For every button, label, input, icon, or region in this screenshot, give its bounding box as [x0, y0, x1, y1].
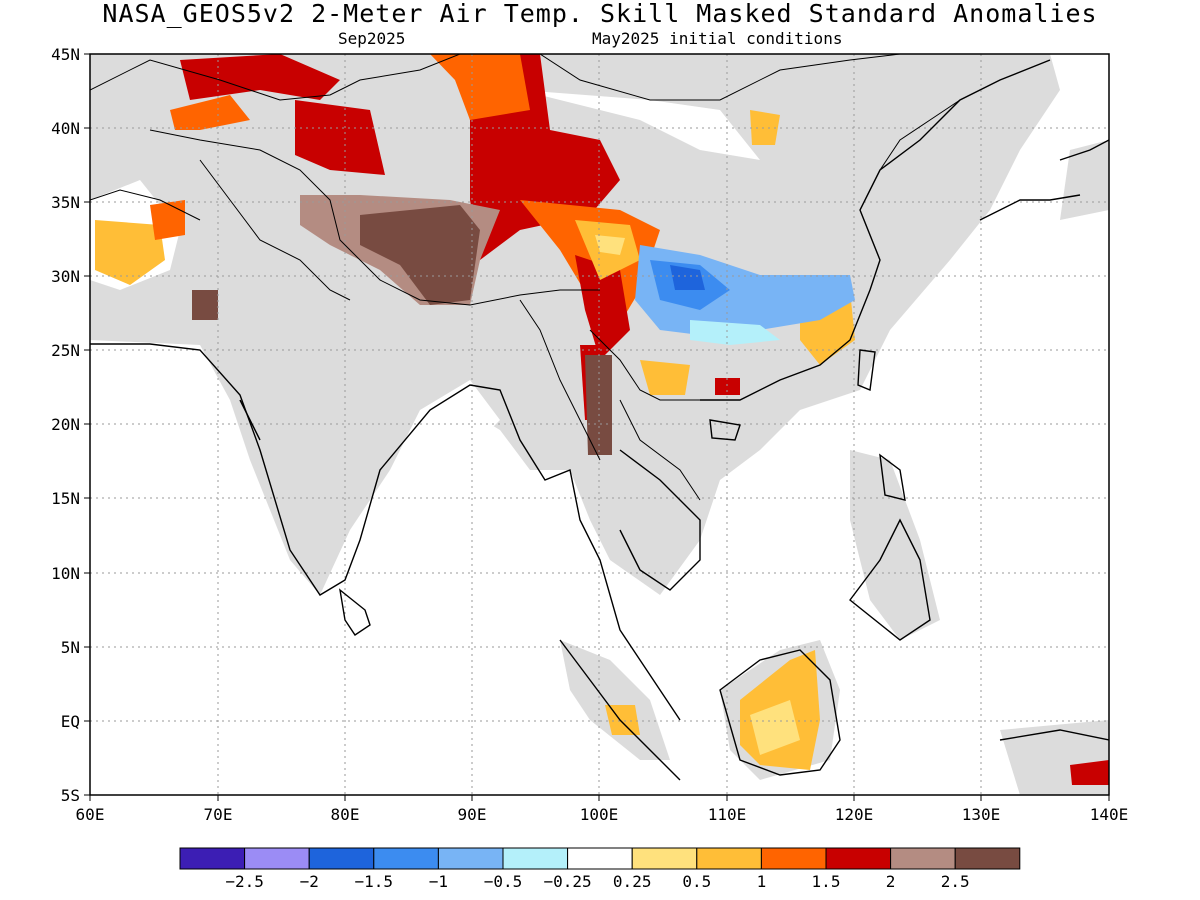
x-tick-label: 70E [204, 805, 233, 824]
colorbar-swatch [696, 847, 762, 870]
y-tick-label: 10N [51, 564, 80, 583]
x-axis-labels: 60E 70E 80E 90E 100E 110E 120E 130E 140E [76, 805, 1129, 824]
colorbar: −2.5 −2 −1.5 −1 −0.5 −0.25 0.25 0.5 1 1.5 2 2.5 [179, 847, 1021, 891]
colorbar-label: −1.5 [355, 872, 394, 891]
x-tick-label: 60E [76, 805, 105, 824]
weak-cool-anomaly-east-china [690, 320, 780, 345]
anomaly-field [90, 54, 1109, 795]
masked-region-mainland-asia [90, 54, 1060, 595]
warm-anomaly-borneo-core [750, 700, 800, 755]
warm-anomaly-guangdong [715, 378, 740, 395]
y-tick-label: 30N [51, 267, 80, 286]
map-title: NASA_GEOS5v2 2-Meter Air Temp. Skill Mas… [102, 0, 1098, 28]
y-tick-label: 5N [61, 638, 80, 657]
y-tick-label: 5S [61, 786, 80, 805]
masked-region-philippines [850, 450, 940, 640]
colorbar-label: −1 [429, 872, 448, 891]
y-tick-label: EQ [61, 712, 80, 731]
strong-warm-anomaly-pakistan-north [192, 290, 218, 320]
strong-warm-anomaly-tibet-core [360, 205, 480, 305]
forecast-month-label: Sep2025 [338, 29, 406, 48]
graticule [90, 54, 1109, 795]
x-tick-label: 110E [708, 805, 747, 824]
unmasked-gap-india [420, 380, 500, 450]
colorbar-label: 0.5 [682, 872, 711, 891]
colorbar-swatch [502, 847, 569, 870]
colorbar-swatch [179, 847, 246, 870]
y-tick-label: 20N [51, 415, 80, 434]
initial-conditions-label: May2025 initial conditions [592, 29, 843, 48]
colorbar-label: −0.25 [544, 872, 592, 891]
colorbar-label: −2.5 [225, 872, 264, 891]
x-tick-label: 100E [580, 805, 619, 824]
colorbar-label: −2 [300, 872, 319, 891]
colorbar-swatch [373, 847, 439, 870]
cool-anomaly-yangtze-peak [670, 265, 705, 290]
colorbar-swatch [760, 847, 827, 870]
country-borders [90, 54, 961, 501]
y-tick-label: 35N [51, 193, 80, 212]
colorbar-label: 2 [886, 872, 896, 891]
colorbar-label: 0.25 [613, 872, 652, 891]
colorbar-swatch [954, 847, 1021, 870]
warm-anomaly-hainan-coast [640, 360, 690, 395]
y-tick-label: 40N [51, 119, 80, 138]
x-tick-label: 90E [458, 805, 487, 824]
colorbar-swatch [890, 847, 956, 870]
warm-anomaly-west-china-ne [750, 110, 780, 145]
colorbar-swatch [437, 847, 504, 870]
warm-anomaly-mongolia-west [430, 54, 530, 120]
warm-anomaly-new-guinea [1070, 760, 1109, 785]
colorbar-swatch [567, 847, 633, 870]
y-tick-label: 45N [51, 45, 80, 64]
colorbar-label: −0.5 [484, 872, 523, 891]
warm-anomaly-sichuan-peak [595, 235, 625, 255]
masked-region-japan [1060, 140, 1109, 220]
warm-anomaly-tianshan [180, 54, 340, 100]
x-tick-label: 80E [331, 805, 360, 824]
colorbar-label: 1 [757, 872, 767, 891]
colorbar-swatch [308, 847, 375, 870]
tick-marks [84, 53, 1110, 801]
colorbar-label: 1.5 [812, 872, 841, 891]
y-tick-label: 15N [51, 489, 80, 508]
x-tick-label: 140E [1090, 805, 1129, 824]
masked-region-sumatra [560, 640, 670, 760]
y-axis-labels: 45N 40N 35N 30N 25N 20N 15N 10N 5N EQ 5S [51, 45, 80, 805]
warm-anomaly-yunnan [575, 255, 630, 360]
colorbar-label: 2.5 [941, 872, 970, 891]
colorbar-swatch [631, 847, 698, 870]
colorbar-swatch [244, 847, 310, 870]
y-tick-label: 25N [51, 341, 80, 360]
warm-anomaly-kyrgyzstan [170, 95, 250, 130]
x-tick-label: 120E [835, 805, 874, 824]
strong-warm-anomaly-myanmar [585, 355, 612, 455]
x-tick-label: 130E [962, 805, 1001, 824]
colorbar-swatch [825, 847, 892, 870]
warm-anomaly-iran-east [150, 200, 185, 240]
warm-anomaly-pakistan [95, 220, 165, 285]
warm-anomaly-tarim [295, 100, 385, 175]
unmasked-gap-mongolia [520, 90, 760, 160]
